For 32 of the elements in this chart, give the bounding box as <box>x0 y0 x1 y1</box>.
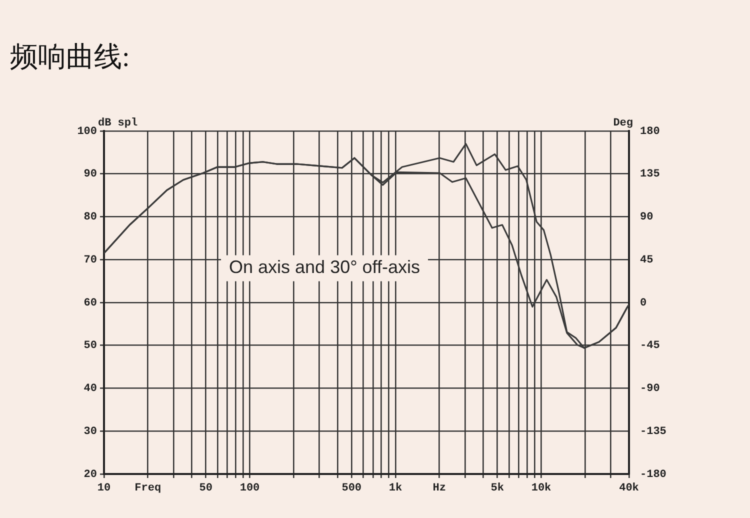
x-tick-label: 5k <box>490 482 504 494</box>
x-tick-label: Hz <box>432 482 446 494</box>
y2-tick-label: 90 <box>640 212 654 224</box>
y-axis-title: dB spl <box>98 117 138 130</box>
x-tick-label: Freq <box>134 482 162 494</box>
y2-tick-label: -45 <box>640 340 660 352</box>
chart-title: 频响曲线: <box>10 41 130 75</box>
y-tick-label: 60 <box>84 297 97 310</box>
annotation: On axis and 30° off-axis <box>229 257 420 278</box>
y-tick-label: 100 <box>77 126 97 138</box>
y-tick-label: 70 <box>84 254 97 266</box>
y-tick-label: 50 <box>84 340 97 352</box>
y-tick-label: 30 <box>84 426 97 438</box>
y-tick-label: 20 <box>84 468 97 481</box>
x-tick-label: 10k <box>531 482 552 494</box>
y-tick-label: 90 <box>84 168 97 181</box>
y2-axis-title: Deg <box>613 117 633 130</box>
y2-tick-label: 180 <box>640 126 660 138</box>
x-tick-label: 100 <box>240 482 260 494</box>
x-tick-label: 50 <box>199 482 212 494</box>
y2-tick-label: -135 <box>640 426 667 438</box>
y2-tick-label: 135 <box>640 168 660 181</box>
y2-tick-label: -180 <box>640 468 666 481</box>
x-tick-label: 500 <box>342 482 362 494</box>
y2-tick-label: 45 <box>640 254 654 266</box>
x-tick-label: 1k <box>388 482 402 494</box>
x-tick-label: 40k <box>619 482 640 494</box>
y2-tick-label: -90 <box>640 383 660 396</box>
y-tick-label: 40 <box>84 383 97 396</box>
x-tick-label: 10 <box>97 482 111 494</box>
y-tick-label: 80 <box>84 212 97 224</box>
y2-tick-label: 0 <box>640 297 647 310</box>
